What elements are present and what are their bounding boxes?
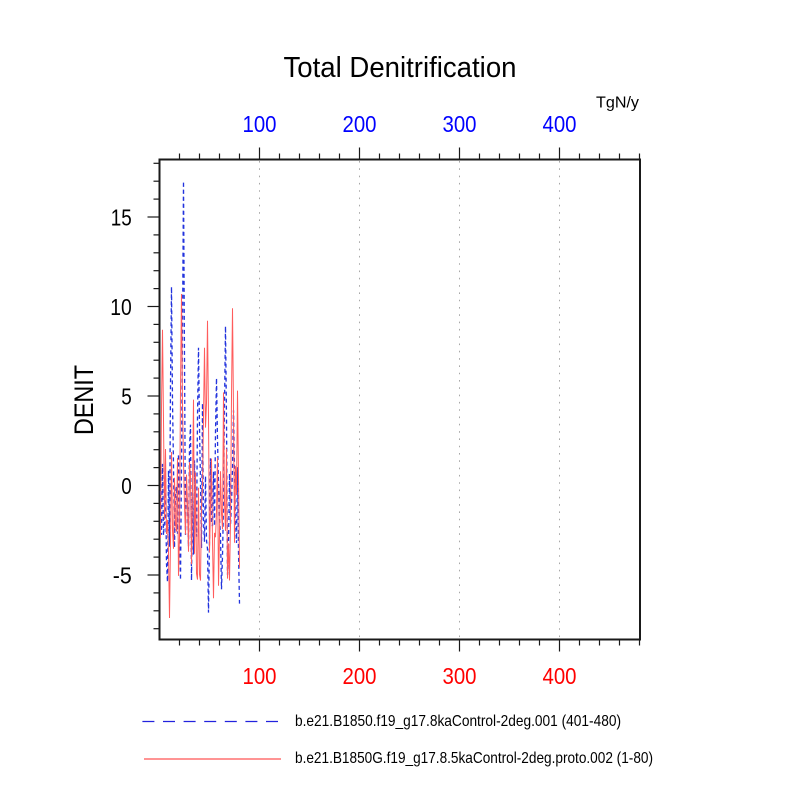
svg-text:b.e21.B1850G.f19_g17.8.5kaCont: b.e21.B1850G.f19_g17.8.5kaControl-2deg.p… [295, 750, 653, 767]
svg-text:100: 100 [243, 111, 277, 137]
svg-text:200: 200 [343, 111, 377, 137]
svg-text:300: 300 [443, 111, 477, 137]
svg-text:400: 400 [543, 111, 577, 137]
svg-text:5: 5 [121, 384, 132, 410]
svg-text:TgN/y: TgN/y [596, 95, 639, 112]
svg-text:400: 400 [543, 663, 577, 689]
svg-text:Total Denitrification: Total Denitrification [284, 52, 517, 84]
svg-text:10: 10 [110, 294, 132, 320]
svg-text:15: 15 [111, 205, 132, 231]
svg-text:0: 0 [121, 473, 132, 499]
svg-text:300: 300 [443, 663, 477, 689]
svg-text:100: 100 [243, 663, 277, 689]
svg-text:-5: -5 [113, 563, 132, 589]
svg-text:200: 200 [343, 663, 377, 689]
svg-text:b.e21.B1850.f19_g17.8kaControl: b.e21.B1850.f19_g17.8kaControl-2deg.001 … [295, 713, 621, 730]
svg-text:DENIT: DENIT [69, 365, 99, 435]
